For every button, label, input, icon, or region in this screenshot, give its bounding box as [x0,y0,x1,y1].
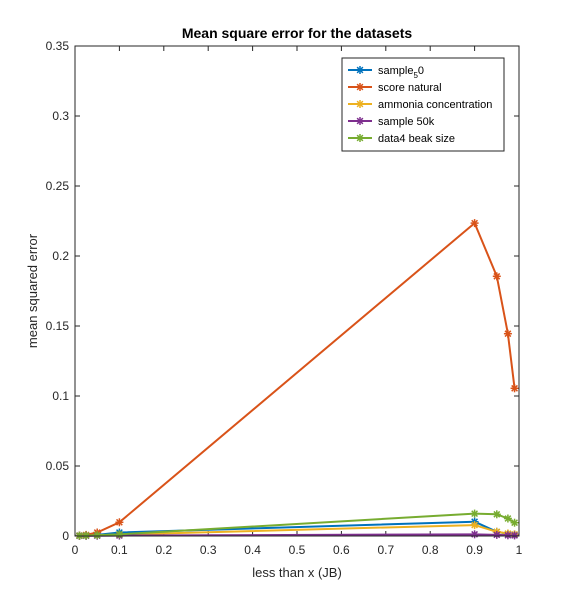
x-tick-label: 0.8 [422,543,439,557]
data-point [510,531,519,540]
data-point [470,530,479,539]
legend-swatch-marker [356,66,364,74]
legend-label: data4 beak size [378,133,455,145]
data-point [93,531,102,540]
plot-frame [74,45,520,537]
x-tick-label: 0.3 [200,543,217,557]
x-tick-label: 1 [516,543,523,557]
legend-item: sample 50k [348,116,435,128]
x-tick-label: 0.7 [377,543,394,557]
y-tick-label: 0.2 [52,249,69,263]
x-tick-label: 0.5 [289,543,306,557]
axis-ticks: 0 0.1 0.2 0.3 0.4 0.5 0.6 0.7 0.8 0.9 1 0 0.05 0.1 0.1… [46,39,523,557]
legend-label: score natural [378,82,442,94]
legend-swatch-marker [356,100,364,108]
y-tick-label: 0.25 [46,179,70,193]
legend-label: sample 50k [378,116,435,128]
series-1 [75,219,519,540]
y-tick-label: 0.05 [46,459,70,473]
y-tick-label: 0.35 [46,39,70,53]
x-tick-label: 0.9 [466,543,483,557]
legend-item: score natural [348,82,442,94]
legend-item: ammonia concentration [348,99,492,111]
x-tick-label: 0.6 [333,543,350,557]
chart-title: Mean square error for the datasets [182,25,413,41]
data-point [492,510,501,519]
data-point [492,272,501,281]
series-layer [75,219,519,540]
y-tick-label: 0.15 [46,319,70,333]
legend-label: ammonia concentration [378,99,492,111]
x-tick-label: 0.4 [244,543,261,557]
data-point [470,509,479,518]
legend-item: sample50 [348,65,424,80]
x-tick-label: 0.1 [111,543,128,557]
y-tick-label: 0.3 [52,109,69,123]
data-point [470,219,479,228]
legend-swatch-marker [356,134,364,142]
data-point [470,521,479,530]
x-axis-label: less than x (JB) [252,565,342,580]
y-axis-label: mean squared error [25,233,40,348]
data-point [115,518,124,527]
legend-swatch-marker [356,117,364,125]
y-tick-label: 0.1 [52,389,69,403]
legend-swatch-marker [356,83,364,91]
data-point [492,530,501,539]
legend-label: sample50 [378,65,424,80]
data-point [503,329,512,338]
series-line [79,222,516,537]
y-tick-label: 0 [62,529,69,543]
data-point [115,530,124,539]
legend-item: data4 beak size [348,133,455,145]
data-point [510,518,519,527]
x-tick-label: 0.2 [155,543,172,557]
data-point [503,514,512,523]
data-point [510,384,519,393]
legend: sample50 score natural ammonia concentrati… [341,57,505,152]
x-tick-label: 0 [72,543,79,557]
